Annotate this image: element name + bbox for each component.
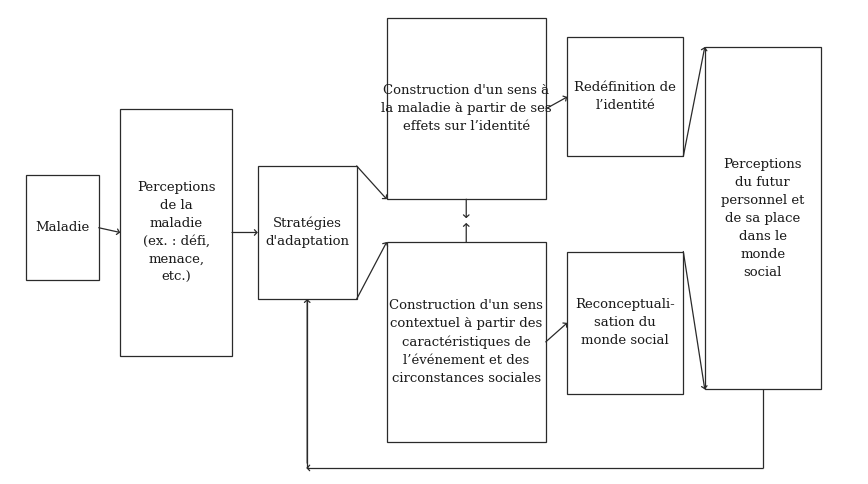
Text: Stratégies
d'adaptation: Stratégies d'adaptation [266, 217, 349, 248]
Bar [258, 166, 357, 299]
Text: Maladie: Maladie [35, 221, 89, 234]
Text: Construction d'un sens
contextuel à partir des
caractéristiques de
l’événement e: Construction d'un sens contextuel à part… [390, 299, 543, 385]
Bar [26, 175, 99, 280]
Bar [387, 242, 546, 442]
Text: Redéfinition de
l’identité: Redéfinition de l’identité [575, 81, 676, 112]
Bar [568, 37, 683, 156]
Text: Perceptions
de la
maladie
(ex. : défi,
menace,
etc.): Perceptions de la maladie (ex. : défi, m… [137, 181, 215, 284]
Bar [121, 109, 232, 356]
Text: Construction d'un sens à
la maladie à partir de ses
effets sur l’identité: Construction d'un sens à la maladie à pa… [381, 84, 551, 133]
Text: Reconceptuali-
sation du
monde social: Reconceptuali- sation du monde social [575, 298, 675, 348]
Bar [705, 47, 821, 390]
Text: Perceptions
du futur
personnel et
de sa place
dans le
monde
social: Perceptions du futur personnel et de sa … [721, 158, 805, 279]
Bar [568, 252, 683, 394]
Bar [387, 18, 546, 199]
